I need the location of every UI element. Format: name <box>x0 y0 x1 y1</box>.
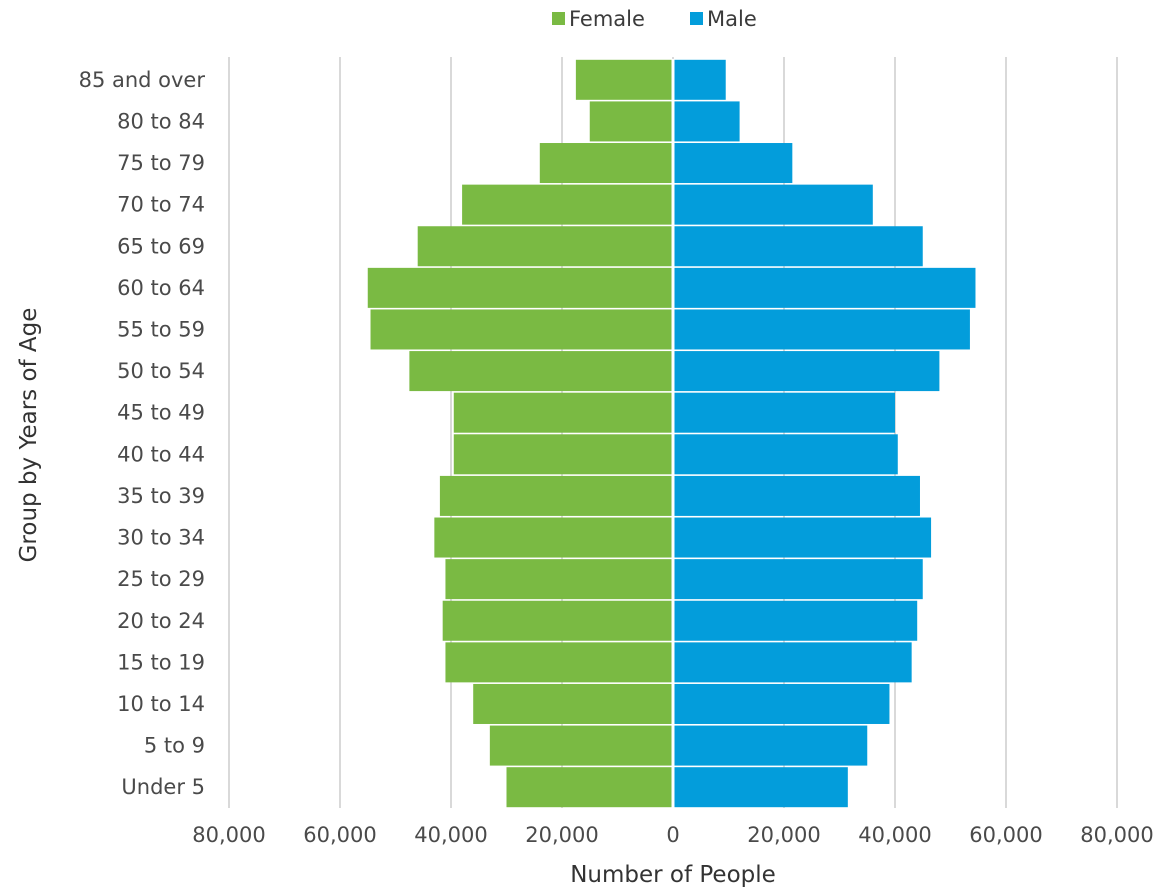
bar-male <box>673 683 890 724</box>
y-tick-label: 15 to 19 <box>117 650 205 674</box>
bar-female <box>442 600 673 641</box>
x-tick-label: 40,000 <box>858 823 931 847</box>
y-tick-label: 80 to 84 <box>117 109 205 133</box>
bar-male <box>673 226 923 267</box>
bar-male <box>673 309 970 350</box>
y-tick-label: 70 to 74 <box>117 193 205 217</box>
y-tick-label: 45 to 49 <box>117 401 205 425</box>
x-tick-label: 20,000 <box>525 823 598 847</box>
bar-male <box>673 101 740 142</box>
bar-male <box>673 143 793 184</box>
y-tick-label: 50 to 54 <box>117 359 205 383</box>
bar-female <box>473 683 673 724</box>
bar-female <box>489 725 673 766</box>
bar-male <box>673 642 912 683</box>
legend-swatch-male <box>690 12 703 25</box>
bar-female <box>409 351 673 392</box>
bar-female <box>462 184 673 225</box>
bar-male <box>673 267 976 308</box>
bar-female <box>506 767 673 808</box>
bar-female <box>589 101 673 142</box>
bar-male <box>673 600 918 641</box>
y-tick-label: 55 to 59 <box>117 317 205 341</box>
bar-male <box>673 184 873 225</box>
y-tick-label: 75 to 79 <box>117 151 205 175</box>
y-tick-label: 85 and over <box>79 68 206 92</box>
y-tick-label: Under 5 <box>121 775 205 799</box>
y-tick-label: 10 to 14 <box>117 692 205 716</box>
legend-swatch-female <box>552 12 565 25</box>
x-axis-title: Number of People <box>570 862 776 888</box>
bar-male <box>673 392 895 433</box>
bar-female <box>417 226 673 267</box>
x-tick-label: 0 <box>666 823 679 847</box>
bar-female <box>370 309 673 350</box>
bar-female <box>445 642 673 683</box>
x-tick-label: 60,000 <box>303 823 376 847</box>
legend-label-male: Male <box>707 7 757 31</box>
bar-female <box>367 267 673 308</box>
bar-male <box>673 725 868 766</box>
bar-male <box>673 434 898 475</box>
bar-male <box>673 559 923 600</box>
y-tick-label: 20 to 24 <box>117 609 205 633</box>
bar-male <box>673 351 940 392</box>
bar-male <box>673 517 932 558</box>
y-tick-labels: 85 and over 80 to 84 75 to 79 70 to 74 65 to… <box>79 68 206 799</box>
bars <box>367 59 976 808</box>
y-tick-label: 35 to 39 <box>117 484 205 508</box>
bar-female <box>539 143 673 184</box>
bar-female <box>453 392 673 433</box>
bar-female <box>575 59 673 100</box>
bar-female <box>453 434 673 475</box>
x-tick-label: 80,000 <box>1080 823 1153 847</box>
x-tick-label: 40,000 <box>414 823 487 847</box>
y-tick-label: 40 to 44 <box>117 442 205 466</box>
bar-male <box>673 59 726 100</box>
bar-male <box>673 475 920 516</box>
legend-label-female: Female <box>569 7 645 31</box>
y-tick-label: 30 to 34 <box>117 526 205 550</box>
y-tick-label: 25 to 29 <box>117 567 205 591</box>
x-tick-labels: 80,000 60,000 40,000 20,000 0 20,000 40,000 60,… <box>192 823 1153 847</box>
x-tick-label: 80,000 <box>192 823 265 847</box>
bar-female <box>439 475 673 516</box>
bar-male <box>673 767 848 808</box>
y-tick-label: 60 to 64 <box>117 276 205 300</box>
bar-female <box>434 517 673 558</box>
y-tick-label: 65 to 69 <box>117 234 205 258</box>
x-tick-label: 60,000 <box>969 823 1042 847</box>
y-tick-label: 5 to 9 <box>144 734 205 758</box>
bar-female <box>445 559 673 600</box>
legend: Female Male <box>552 7 757 31</box>
x-tick-label: 20,000 <box>747 823 820 847</box>
y-axis-title: Group by Years of Age <box>16 308 42 563</box>
